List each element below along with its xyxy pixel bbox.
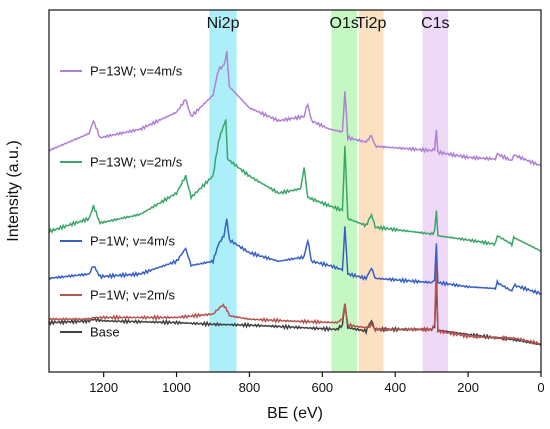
legend-label-4: P=13W; v=4m/s bbox=[90, 64, 183, 79]
region-band-o1s bbox=[331, 10, 357, 372]
x-tick-label: 0 bbox=[537, 380, 544, 395]
x-tick-label: 200 bbox=[457, 380, 479, 395]
series-line-3 bbox=[48, 119, 542, 252]
legend-label-2: P=1W; v=4m/s bbox=[90, 234, 176, 249]
series-line-2 bbox=[48, 218, 542, 296]
region-band-ni2p bbox=[209, 10, 237, 372]
legend-label-0: Base bbox=[90, 325, 120, 340]
x-tick-label: 600 bbox=[311, 380, 333, 395]
region-band-ti2p bbox=[358, 10, 384, 372]
plot-frame bbox=[48, 9, 542, 373]
x-tick-label: 1000 bbox=[162, 380, 191, 395]
legend-label-3: P=13W; v=2m/s bbox=[90, 155, 183, 170]
region-label-ni2p: Ni2p bbox=[207, 15, 240, 32]
legend: Base P=1W; v=2m/s P=1W; v=4m/s P=13W; v=2m/… bbox=[60, 64, 183, 340]
legend-label-1: P=1W; v=2m/s bbox=[90, 288, 176, 303]
series-line-4 bbox=[48, 51, 542, 167]
series-line-1 bbox=[48, 261, 542, 346]
series-lines bbox=[48, 51, 542, 346]
region-label-o1s: O1s bbox=[330, 15, 359, 32]
axes bbox=[48, 9, 542, 373]
region-label-ti2p: Ti2p bbox=[356, 15, 387, 32]
x-tick-label: 400 bbox=[384, 380, 406, 395]
y-axis-title: Intensity (a.u.) bbox=[5, 140, 22, 241]
x-ticks: 1200 1000 800 600 400 200 0 bbox=[89, 372, 545, 395]
region-label-c1s: C1s bbox=[421, 15, 449, 32]
x-axis-title: BE (eV) bbox=[267, 405, 323, 422]
x-tick-label: 800 bbox=[239, 380, 261, 395]
x-tick-label: 1200 bbox=[89, 380, 118, 395]
